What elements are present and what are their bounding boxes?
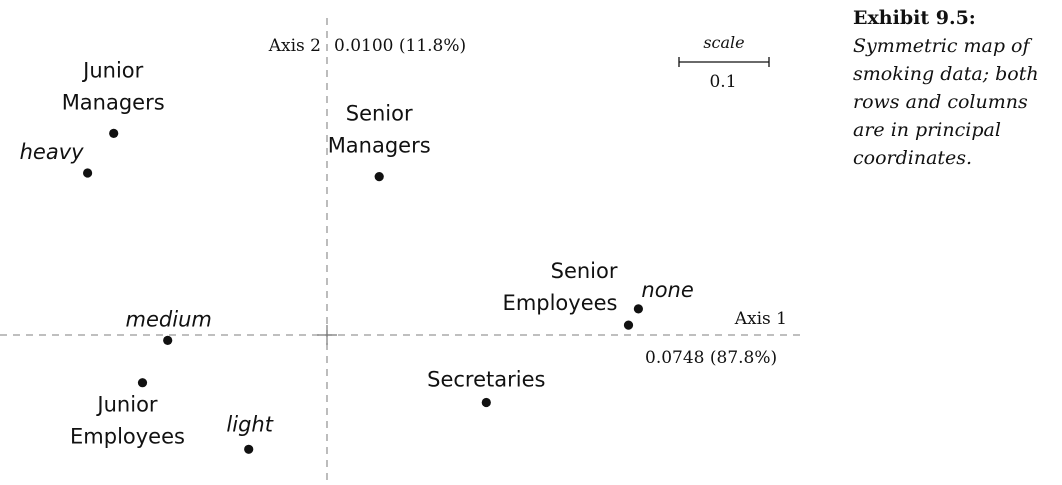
point-label-junior-managers: Junior Managers (62, 58, 165, 114)
caption-line-5: coordinates. (853, 147, 973, 169)
point-label-medium: medium (126, 307, 212, 331)
point-junior-managers: Junior Managers (62, 58, 165, 138)
point-label-line: medium (126, 307, 212, 331)
point-marker-light (244, 444, 254, 454)
scale-bar-value: 0.1 (709, 72, 736, 92)
point-label-senior-managers: Senior Managers (328, 102, 431, 158)
point-label-light: light (226, 412, 273, 436)
scale-bar-label: scale (703, 33, 744, 52)
point-label-line: none (641, 278, 693, 302)
point-none: none (633, 278, 694, 314)
axes: Axis 2 0.0100 (11.8%) Axis 1 0.0748 (87.… (0, 18, 806, 485)
caption-line-3: rows and columns (853, 91, 1028, 113)
point-marker-senior-managers (374, 172, 384, 182)
point-marker-secretaries (481, 397, 491, 408)
figure-caption: Exhibit 9.5: Symmetric map of smoking da… (853, 4, 1058, 172)
point-medium: medium (126, 307, 212, 345)
point-marker-heavy (83, 168, 93, 178)
axis-1-name: Axis 1 (734, 309, 787, 329)
point-label-line: Senior (346, 102, 413, 126)
point-label-line: light (226, 412, 273, 436)
point-label-line: heavy (20, 140, 85, 164)
axis-2-inertia: 0.0100 (11.8%) (334, 36, 466, 56)
point-label-line: Junior (81, 58, 143, 82)
point-heavy: heavy (20, 140, 93, 178)
points-layer: Junior Managers heavy Senior Managers Senior E… (20, 58, 694, 454)
caption-title: Exhibit 9.5: (853, 7, 976, 29)
point-label-line: Employees (70, 425, 185, 449)
point-label-none: none (641, 278, 693, 302)
axis-2-name: Axis 2 (268, 36, 321, 56)
point-senior-managers: Senior Managers (328, 102, 431, 182)
caption-line-2: smoking data; both (853, 63, 1039, 85)
caption-line-1: Symmetric map of (853, 35, 1030, 57)
point-marker-none (633, 304, 644, 314)
point-junior-employees: Junior Employees (70, 378, 185, 449)
point-light: light (226, 412, 274, 454)
point-label-junior-employees: Junior Employees (70, 393, 185, 449)
point-label-line: Secretaries (427, 368, 545, 392)
point-label-senior-employees: Senior Employees (503, 259, 618, 315)
point-secretaries: Secretaries (427, 368, 545, 408)
symmetric-map: Axis 2 0.0100 (11.8%) Axis 1 0.0748 (87.… (0, 18, 806, 485)
caption-line-4: are in principal (853, 119, 1001, 141)
point-label-heavy: heavy (20, 140, 85, 164)
point-label-line: Managers (62, 90, 165, 114)
point-label-line: Employees (503, 291, 618, 315)
point-label-secretaries: Secretaries (427, 368, 545, 392)
point-label-line: Senior (551, 259, 618, 283)
point-senior-employees: Senior Employees (503, 259, 634, 330)
point-marker-junior-employees (137, 378, 148, 388)
scale-bar: scale 0.1 (678, 33, 770, 92)
point-marker-junior-managers (109, 128, 119, 138)
axis-1-inertia: 0.0748 (87.8%) (645, 348, 777, 368)
point-label-line: Managers (328, 134, 431, 158)
point-label-line: Junior (95, 393, 157, 417)
point-marker-senior-employees (623, 320, 634, 330)
point-marker-medium (163, 335, 173, 345)
